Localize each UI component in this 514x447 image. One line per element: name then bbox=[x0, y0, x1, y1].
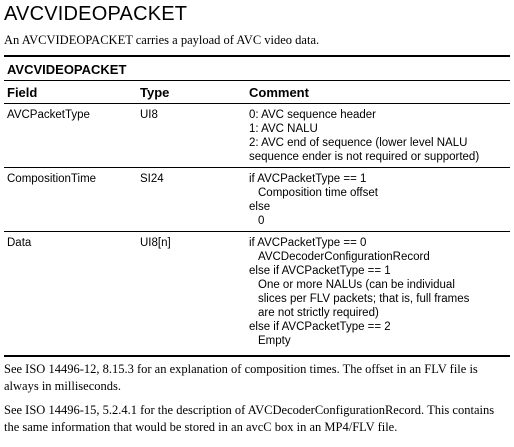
row-1-rule bbox=[4, 167, 510, 168]
row-2-rule bbox=[4, 231, 510, 232]
row-3-comment: if AVCPacketType == 0 AVCDecoderConfigur… bbox=[249, 236, 469, 348]
row-3-type: UI8[n] bbox=[140, 237, 171, 249]
row-1-field: AVCPacketType bbox=[7, 109, 90, 121]
comment-line: AVCDecoderConfigurationRecord bbox=[258, 251, 430, 263]
comment-line: 0 bbox=[258, 215, 265, 227]
comment-line: if AVCPacketType == 1 bbox=[249, 173, 367, 185]
row-3-field: Data bbox=[7, 237, 32, 249]
comment-line: One or more NALUs (can be individual bbox=[258, 279, 455, 291]
row-2-comment: if AVCPacketType == 1 Composition time o… bbox=[249, 172, 378, 228]
comment-line: 2: AVC end of sequence (lower level NALU bbox=[249, 137, 468, 149]
comment-line: if AVCPacketType == 0 bbox=[249, 237, 367, 249]
header-comment: Comment bbox=[249, 85, 309, 100]
comment-line: 1: AVC NALU bbox=[249, 123, 318, 135]
header-rule bbox=[4, 103, 510, 104]
comment-line: slices per FLV packets; that is, full fr… bbox=[258, 293, 470, 305]
comment-line: Composition time offset bbox=[258, 187, 378, 199]
comment-line: sequence ender is not required or suppor… bbox=[249, 151, 480, 163]
row-1-type: UI8 bbox=[140, 109, 158, 121]
footnote-composition-times: See ISO 14496-12, 8.15.3 for an explanat… bbox=[4, 362, 478, 393]
footnote-decoder-config: See ISO 14496-15, 5.2.4.1 for the descri… bbox=[4, 403, 495, 434]
comment-line: else if AVCPacketType == 2 bbox=[249, 321, 391, 333]
row-1-comment: 0: AVC sequence header 1: AVC NALU 2: AV… bbox=[249, 108, 479, 164]
section-title: AVCVIDEOPACKET bbox=[4, 3, 188, 25]
header-field: Field bbox=[7, 85, 38, 100]
comment-line: Empty bbox=[258, 335, 291, 347]
comment-line: else if AVCPacketType == 1 bbox=[249, 265, 391, 277]
comment-line: 0: AVC sequence header bbox=[249, 109, 377, 121]
comment-line: are not strictly required) bbox=[258, 307, 379, 319]
row-2-field: CompositionTime bbox=[7, 173, 97, 185]
table-top-rule bbox=[4, 55, 510, 57]
table-title-rule bbox=[4, 80, 510, 81]
intro-text: An AVCVIDEOPACKET carries a payload of A… bbox=[4, 33, 320, 47]
header-type: Type bbox=[140, 85, 170, 100]
table-bottom-rule bbox=[4, 355, 510, 357]
table-title: AVCVIDEOPACKET bbox=[7, 62, 127, 77]
row-2-type: SI24 bbox=[140, 173, 164, 185]
comment-line: else bbox=[249, 201, 271, 213]
